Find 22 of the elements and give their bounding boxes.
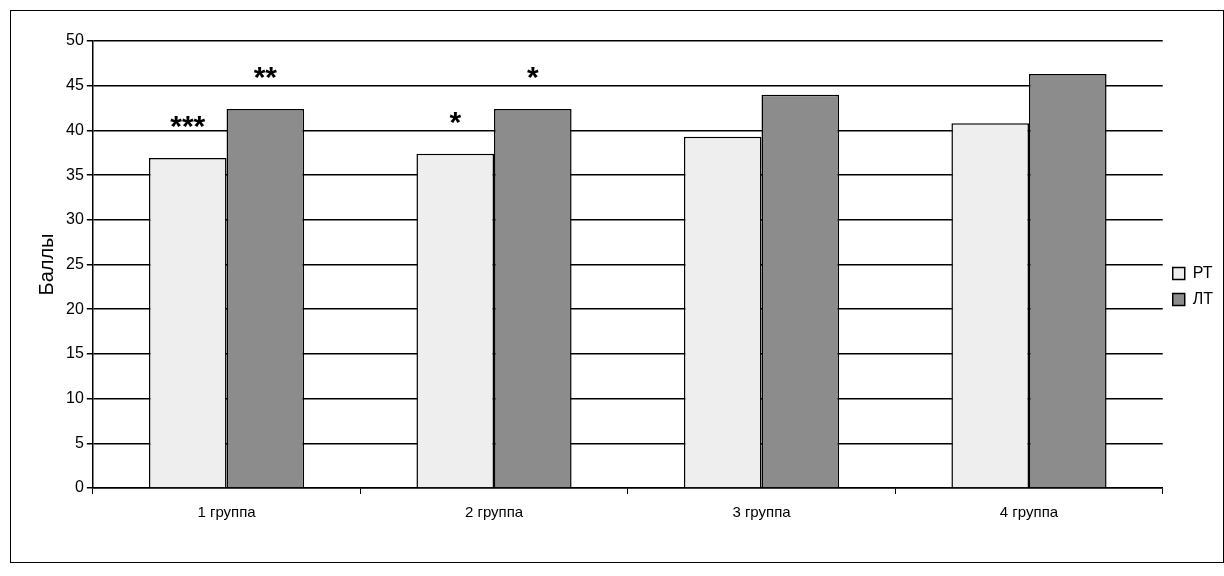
legend-label: ЛТ xyxy=(1192,289,1214,307)
x-tick-label: 1 группа xyxy=(197,503,257,521)
y-tick-label: 5 xyxy=(74,433,84,451)
x-tick-label: 4 группа xyxy=(999,503,1059,521)
y-axis-title: Баллы xyxy=(34,233,57,296)
y-tick-label: 45 xyxy=(66,76,84,94)
annotation: * xyxy=(449,104,462,138)
y-tick-label: 35 xyxy=(66,165,84,183)
y-tick-label: 20 xyxy=(66,299,84,317)
annotation: ** xyxy=(253,60,278,94)
legend-label: РТ xyxy=(1192,263,1213,281)
x-tick-label: 3 группа xyxy=(732,503,792,521)
y-tick-label: 10 xyxy=(66,389,84,407)
annotation: *** xyxy=(170,109,206,143)
y-tick-label: 40 xyxy=(66,120,84,138)
x-tick-label: 2 группа xyxy=(464,503,524,521)
y-tick-label: 0 xyxy=(74,478,84,496)
y-tick-label: 15 xyxy=(66,344,84,362)
y-tick-label: 50 xyxy=(66,31,84,49)
annotation: * xyxy=(526,60,539,94)
y-tick-label: 25 xyxy=(66,254,84,272)
y-tick-label: 30 xyxy=(66,210,84,228)
